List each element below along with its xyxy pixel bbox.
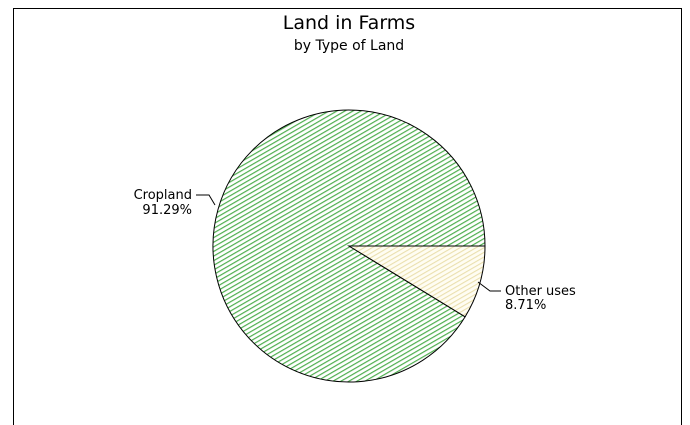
leader-line-cropland: [196, 194, 216, 206]
slice-label-cropland-value: 91.29%: [142, 203, 192, 218]
slice-label-other-uses-name: Other uses: [505, 284, 576, 299]
pie-slices: [212, 109, 486, 383]
pie-slice-other-uses: [347, 245, 486, 318]
leader-line-other-uses: [477, 281, 501, 292]
chart-title: Land in Farms: [283, 12, 415, 34]
slice-label-cropland: Cropland 91.29%: [134, 188, 216, 218]
slice-label-other-uses-value: 8.71%: [505, 298, 546, 313]
slice-label-cropland-name: Cropland: [134, 188, 192, 203]
chart-subtitle: by Type of Land: [294, 38, 404, 54]
slice-label-other-uses: Other uses 8.71%: [477, 281, 576, 313]
